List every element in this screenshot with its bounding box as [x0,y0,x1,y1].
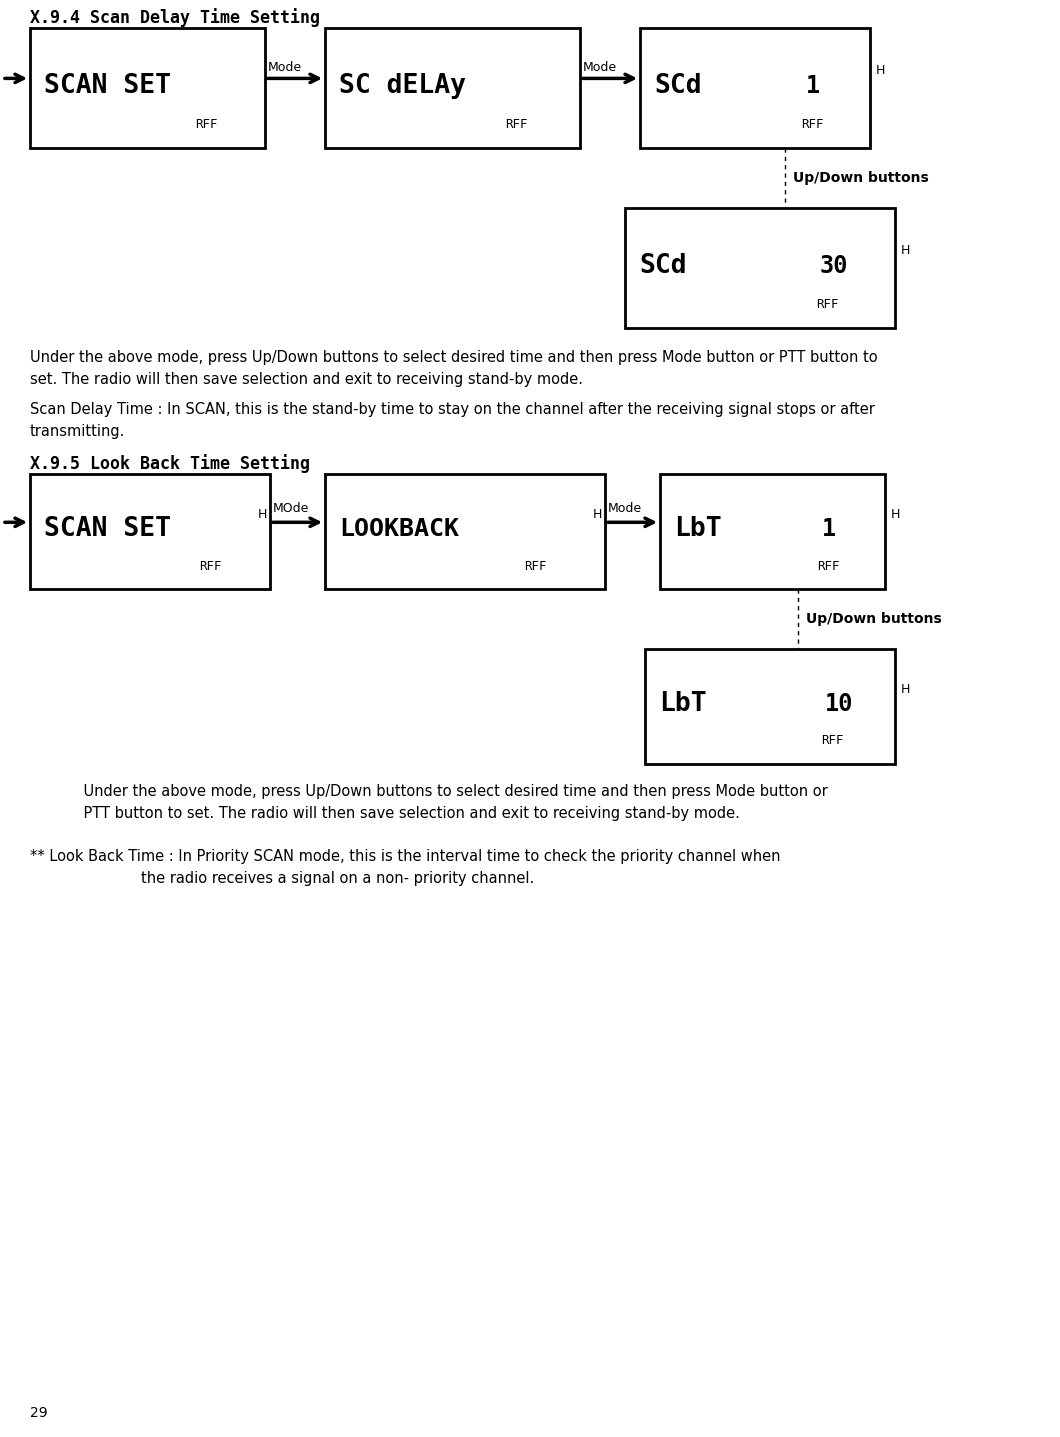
Bar [63,118,68,129]
Bar [335,115,369,132]
Text: Mode: Mode [608,502,642,514]
Bar [666,118,671,129]
Bar [678,734,683,747]
Text: SCd: SCd [639,253,687,279]
Bar [63,560,68,572]
Text: LbT: LbT [659,691,707,717]
Text: MOde: MOde [273,502,310,514]
Bar [655,733,689,749]
Bar [358,560,363,572]
Text: H: H [876,63,885,76]
Text: X.9.5 Look Back Time Setting: X.9.5 Look Back Time Setting [30,454,310,473]
Text: Up/Down buttons: Up/Down buttons [793,171,929,185]
Text: H: H [593,507,602,520]
Text: 1: 1 [822,517,836,542]
Text: RFF: RFF [822,734,844,747]
Bar [686,560,691,572]
Bar [644,650,895,764]
Bar [369,119,373,128]
Bar [40,115,74,132]
Text: RFF: RFF [817,559,840,572]
Text: H: H [901,243,911,256]
Bar [652,118,657,129]
Text: RFF: RFF [199,559,222,572]
Bar [672,560,677,572]
Bar [657,734,662,747]
Bar [42,560,47,572]
Bar [684,119,688,128]
Bar [644,297,649,309]
Bar [74,119,78,128]
Bar [670,558,704,573]
Bar [40,558,74,573]
Bar [669,299,673,308]
Bar [49,560,54,572]
Bar [42,118,47,129]
Text: RFF: RFF [195,118,217,131]
Text: 1: 1 [806,73,819,98]
Text: 29: 29 [30,1405,48,1420]
Text: H: H [901,683,911,696]
Bar [679,560,684,572]
Bar [344,118,349,129]
Bar [635,296,669,312]
Text: Mode: Mode [268,62,302,75]
Bar [74,562,78,570]
Bar [369,562,373,570]
Bar [659,118,664,129]
Text: SCAN SET: SCAN SET [45,73,171,99]
Text: SCd: SCd [654,73,702,99]
Bar [56,118,61,129]
Bar [664,734,669,747]
Text: X.9.4 Scan Delay Time Setting: X.9.4 Scan Delay Time Setting [30,9,320,27]
Bar [49,118,54,129]
Bar [337,560,342,572]
Bar [344,560,349,572]
Text: Scan Delay Time : In SCAN, this is the stand-by time to stay on the channel afte: Scan Delay Time : In SCAN, this is the s… [30,402,874,438]
Bar [625,208,895,328]
Bar [660,474,885,589]
Text: RFF: RFF [816,297,838,310]
Bar [650,115,684,132]
Bar [30,27,265,148]
Bar [637,297,642,309]
Text: 10: 10 [825,693,853,716]
Text: H: H [891,507,900,520]
Text: RFF: RFF [801,118,824,131]
Bar [651,297,656,309]
Bar [673,118,678,129]
Text: RFF: RFF [524,559,546,572]
Text: Up/Down buttons: Up/Down buttons [806,612,941,627]
Bar [325,27,580,148]
Bar [351,118,356,129]
Bar [689,737,693,744]
Text: LOOKBACK: LOOKBACK [339,517,459,542]
Bar [658,297,662,309]
Text: Under the above mode, press Up/Down buttons to select desired time and then pres: Under the above mode, press Up/Down butt… [65,785,828,821]
Text: 30: 30 [819,253,848,277]
Bar [351,560,356,572]
Bar [325,474,605,589]
Text: LbT: LbT [674,516,722,542]
Bar [30,474,270,589]
Text: H: H [258,507,267,520]
Text: RFF: RFF [505,118,528,131]
Bar [693,560,697,572]
Text: Mode: Mode [583,62,617,75]
Text: SCAN SET: SCAN SET [45,516,171,542]
Bar [337,118,342,129]
Text: Under the above mode, press Up/Down buttons to select desired time and then pres: Under the above mode, press Up/Down butt… [30,351,878,387]
Text: ** Look Back Time : In Priority SCAN mode, this is the interval time to check th: ** Look Back Time : In Priority SCAN mod… [30,849,780,885]
Bar [335,558,369,573]
Bar [671,734,676,747]
Bar [640,27,870,148]
Text: SC dELAy: SC dELAy [339,73,466,99]
Bar [56,560,61,572]
Bar [358,118,363,129]
Bar [704,562,708,570]
